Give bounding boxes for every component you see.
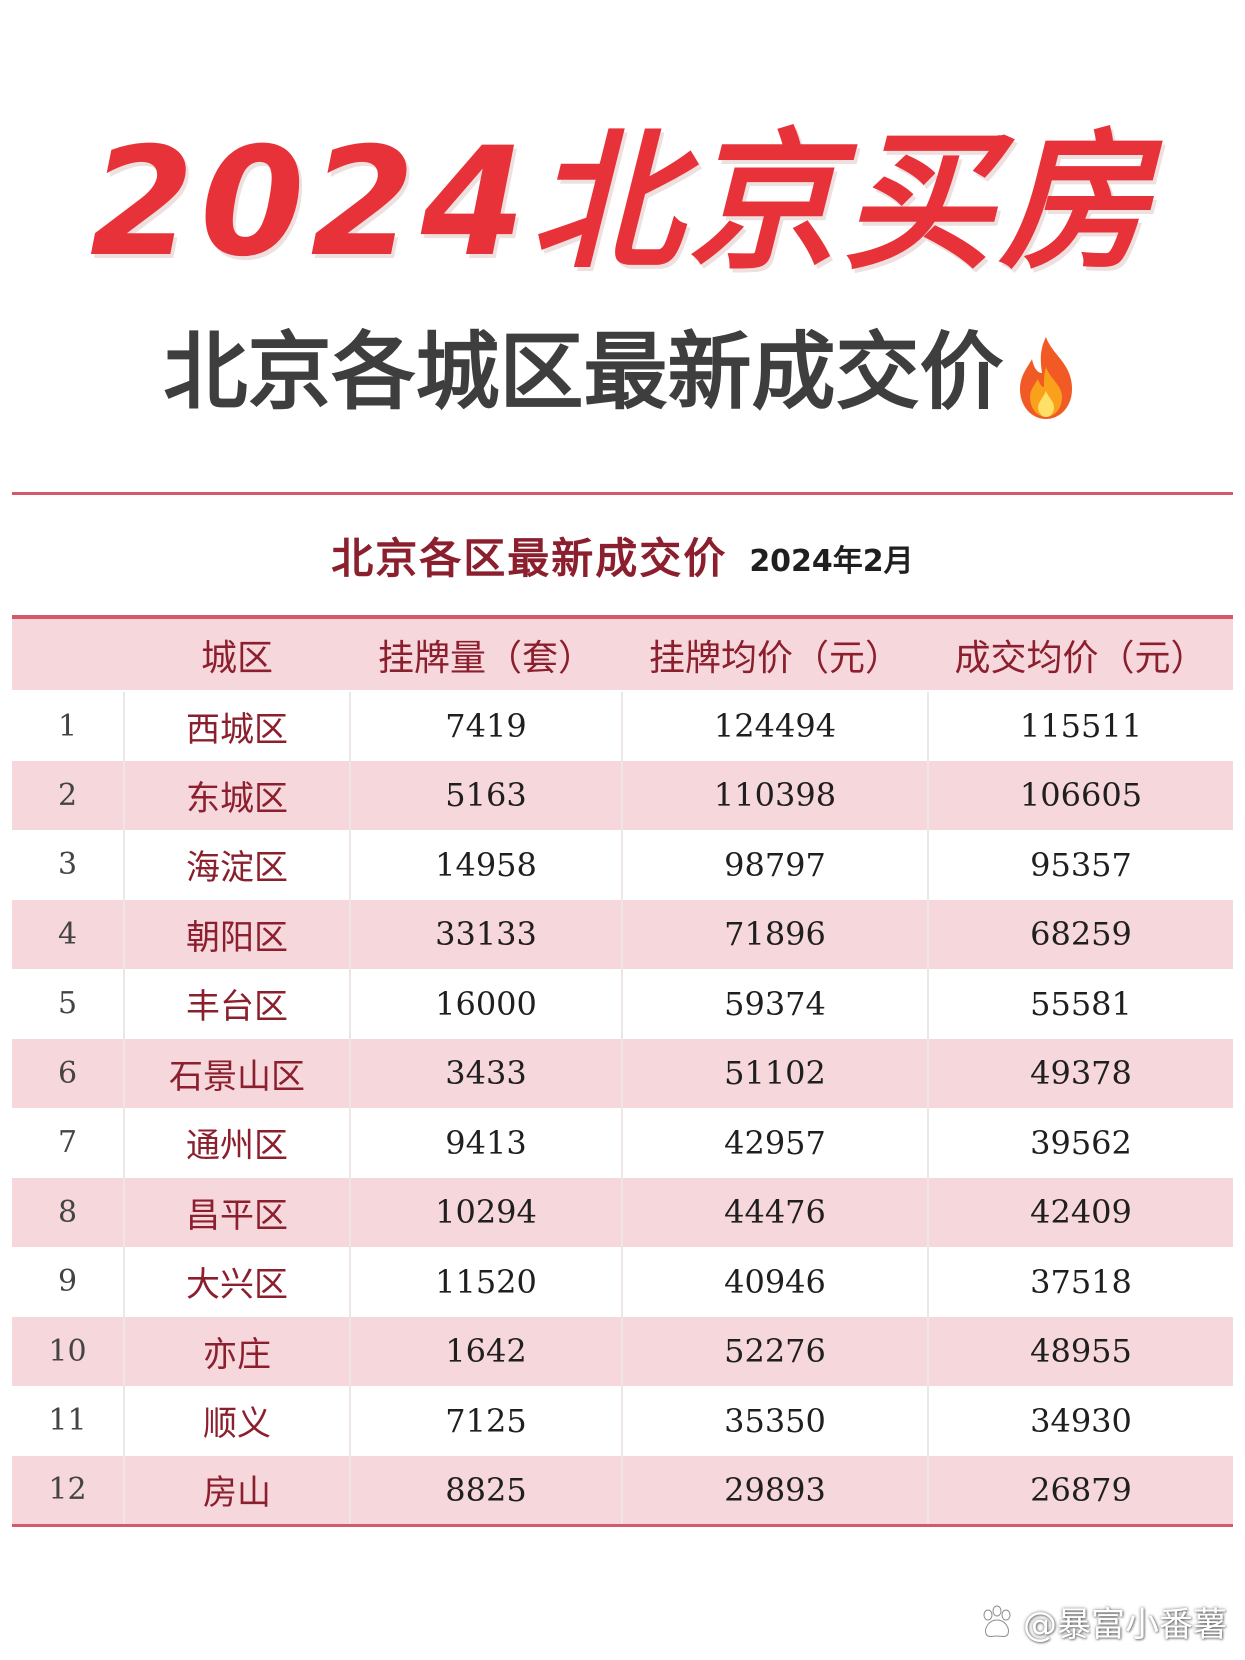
cell-deal-price: 26879 <box>927 1455 1233 1525</box>
cell-list-price: 98797 <box>621 830 928 900</box>
cell-list-price: 59374 <box>621 969 928 1039</box>
table-body: 1 西城区 7419 124494 115511 2 东城区 5163 110398 106605… <box>12 691 1233 1525</box>
cell-list-price: 40946 <box>621 1247 928 1317</box>
table-row: 7 通州区 9413 42957 39562 <box>12 1108 1233 1178</box>
table-row: 10 亦庄 1642 52276 48955 <box>12 1316 1233 1386</box>
cell-deal-price: 68259 <box>927 899 1233 969</box>
cell-rank: 12 <box>48 1472 87 1507</box>
cell-list-price: 44476 <box>621 1177 928 1247</box>
cell-listings: 3433 <box>349 1038 622 1108</box>
cell-rank: 2 <box>57 777 78 813</box>
cell-district: 朝阳区 <box>123 899 350 969</box>
cell-listings: 8825 <box>349 1455 622 1525</box>
cell-district: 亦庄 <box>123 1316 350 1386</box>
table-title: 北京各区最新成交价 <box>331 533 728 583</box>
cell-district: 房山 <box>123 1455 350 1525</box>
cell-list-price: 71896 <box>621 899 928 969</box>
cell-listings: 9413 <box>349 1108 622 1178</box>
cell-deal-price: 34930 <box>927 1386 1233 1456</box>
table-title-bar: 北京各区最新成交价 2024年2月 <box>12 492 1233 619</box>
table-row: 5 丰台区 16000 59374 55581 <box>12 969 1233 1039</box>
column-header-rank <box>12 619 124 692</box>
cell-rank: 11 <box>48 1403 87 1439</box>
cell-rank: 9 <box>57 1264 78 1300</box>
table-row: 9 大兴区 11520 40946 37518 <box>12 1247 1233 1317</box>
table-header-row: 城区 挂牌量（套） 挂牌均价（元） 成交均价（元） <box>12 619 1233 692</box>
cell-listings: 5163 <box>349 760 622 830</box>
cell-rank: 10 <box>48 1333 87 1369</box>
cell-list-price: 52276 <box>621 1316 928 1386</box>
cell-deal-price: 106605 <box>927 760 1233 830</box>
cell-listings: 1642 <box>349 1316 622 1386</box>
cell-district: 海淀区 <box>123 830 350 900</box>
column-header-list-price: 挂牌均价（元） <box>622 619 928 692</box>
column-header-district: 城区 <box>124 619 350 692</box>
price-table: 城区 挂牌量（套） 挂牌均价（元） 成交均价（元） 1 西城区 7419 124494… <box>12 619 1233 1527</box>
cell-deal-price: 48955 <box>927 1316 1233 1386</box>
cell-deal-price: 39562 <box>927 1108 1233 1178</box>
table-row: 8 昌平区 10294 44476 42409 <box>12 1177 1233 1247</box>
cell-district: 顺义 <box>123 1386 350 1456</box>
cell-district: 石景山区 <box>123 1038 350 1108</box>
column-header-deal-price: 成交均价（元） <box>928 619 1233 692</box>
cell-deal-price: 42409 <box>927 1177 1233 1247</box>
cell-listings: 7419 <box>349 691 622 761</box>
watermark: @暴富小番薯 <box>977 1597 1227 1646</box>
main-title: 2024北京买房 <box>89 116 1156 290</box>
cell-listings: 11520 <box>349 1247 622 1317</box>
cell-deal-price: 37518 <box>927 1247 1233 1317</box>
cell-rank: 1 <box>57 708 78 744</box>
cell-rank: 4 <box>57 916 78 952</box>
cell-listings: 16000 <box>349 969 622 1039</box>
cell-list-price: 35350 <box>621 1386 928 1456</box>
table-row: 6 石景山区 3433 51102 49378 <box>12 1038 1233 1108</box>
cell-district: 丰台区 <box>123 969 350 1039</box>
watermark-text: @暴富小番薯 <box>1023 1605 1227 1645</box>
cell-list-price: 29893 <box>621 1455 928 1525</box>
cell-listings: 14958 <box>349 830 622 900</box>
table-row: 3 海淀区 14958 98797 95357 <box>12 830 1233 900</box>
table-row: 1 西城区 7419 124494 115511 <box>12 691 1233 761</box>
cell-listings: 7125 <box>349 1386 622 1456</box>
cell-rank: 5 <box>57 986 78 1022</box>
cell-rank: 7 <box>57 1125 78 1161</box>
price-table-panel: 北京各区最新成交价 2024年2月 城区 挂牌量（套） 挂牌均价（元） 成交均价… <box>12 492 1233 1527</box>
table-row: 4 朝阳区 33133 71896 68259 <box>12 899 1233 969</box>
cell-deal-price: 55581 <box>927 969 1233 1039</box>
paw-icon <box>977 1602 1017 1642</box>
subtitle-row: 北京各城区最新成交价 <box>0 322 1245 423</box>
cell-rank: 3 <box>57 847 78 883</box>
cell-rank: 6 <box>57 1055 78 1091</box>
cell-list-price: 51102 <box>621 1038 928 1108</box>
table-row: 12 房山 8825 29893 26879 <box>12 1455 1233 1525</box>
cell-district: 东城区 <box>123 760 350 830</box>
cell-deal-price: 95357 <box>927 830 1233 900</box>
cell-district: 大兴区 <box>123 1247 350 1317</box>
table-row: 2 东城区 5163 110398 106605 <box>12 760 1233 830</box>
cell-listings: 33133 <box>349 899 622 969</box>
cell-district: 西城区 <box>123 691 350 761</box>
cell-listings: 10294 <box>349 1177 622 1247</box>
cell-district: 通州区 <box>123 1108 350 1178</box>
cell-rank: 8 <box>57 1194 78 1230</box>
cell-district: 昌平区 <box>123 1177 350 1247</box>
cell-list-price: 110398 <box>621 760 928 830</box>
table-row: 11 顺义 7125 35350 34930 <box>12 1386 1233 1456</box>
cell-list-price: 124494 <box>621 691 928 761</box>
table-date: 2024年2月 <box>749 544 914 579</box>
fire-icon <box>1010 333 1082 423</box>
column-header-listings: 挂牌量（套） <box>350 619 622 692</box>
cell-list-price: 42957 <box>621 1108 928 1178</box>
cell-deal-price: 115511 <box>927 691 1233 761</box>
cell-deal-price: 49378 <box>927 1038 1233 1108</box>
subtitle: 北京各城区最新成交价 <box>163 323 1004 421</box>
